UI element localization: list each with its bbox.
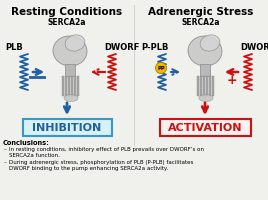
- Bar: [206, 76, 208, 96]
- Text: During adrenergic stress, phosphorylation of PLB (P-PLB) facilitates: During adrenergic stress, phosphorylatio…: [9, 160, 193, 165]
- Text: DWORF: DWORF: [104, 43, 140, 52]
- Text: DWORF: DWORF: [240, 43, 268, 52]
- Text: SERCA2a: SERCA2a: [48, 18, 86, 27]
- Bar: [203, 76, 205, 96]
- Bar: [212, 76, 214, 96]
- Bar: [197, 76, 199, 96]
- FancyBboxPatch shape: [159, 118, 251, 136]
- Ellipse shape: [200, 35, 220, 51]
- Bar: [200, 64, 210, 76]
- Text: Resting Conditions: Resting Conditions: [12, 7, 122, 17]
- Ellipse shape: [65, 35, 85, 51]
- Ellipse shape: [199, 95, 213, 102]
- Ellipse shape: [53, 36, 87, 66]
- Bar: [200, 76, 202, 96]
- Bar: [65, 64, 75, 76]
- Ellipse shape: [188, 36, 222, 66]
- Text: –: –: [4, 147, 7, 152]
- Bar: [68, 76, 70, 96]
- Circle shape: [155, 62, 166, 73]
- Text: –: –: [4, 160, 7, 165]
- Bar: [77, 76, 79, 96]
- Text: SERCA2a function.: SERCA2a function.: [9, 153, 60, 158]
- FancyBboxPatch shape: [23, 118, 111, 136]
- Text: +: +: [227, 73, 237, 86]
- Text: INHIBITION: INHIBITION: [32, 123, 102, 133]
- Text: P-PLB: P-PLB: [141, 43, 169, 52]
- Text: ACTIVATION: ACTIVATION: [168, 123, 242, 133]
- Text: In resting conditions, inhibitory effect of PLB prevails over DWORF’s on: In resting conditions, inhibitory effect…: [9, 147, 204, 152]
- Text: PP: PP: [157, 66, 165, 71]
- Text: DWORF binding to the pump enhancing SERCA2a activity.: DWORF binding to the pump enhancing SERC…: [9, 166, 168, 171]
- Bar: [71, 76, 73, 96]
- Bar: [62, 76, 64, 96]
- Bar: [209, 76, 211, 96]
- Bar: [65, 76, 67, 96]
- Text: Conclusions:: Conclusions:: [3, 140, 50, 146]
- Text: PLB: PLB: [5, 43, 23, 52]
- Text: Adrenergic Stress: Adrenergic Stress: [148, 7, 254, 17]
- Bar: [74, 76, 76, 96]
- Ellipse shape: [64, 95, 78, 102]
- Text: SERCA2a: SERCA2a: [182, 18, 220, 27]
